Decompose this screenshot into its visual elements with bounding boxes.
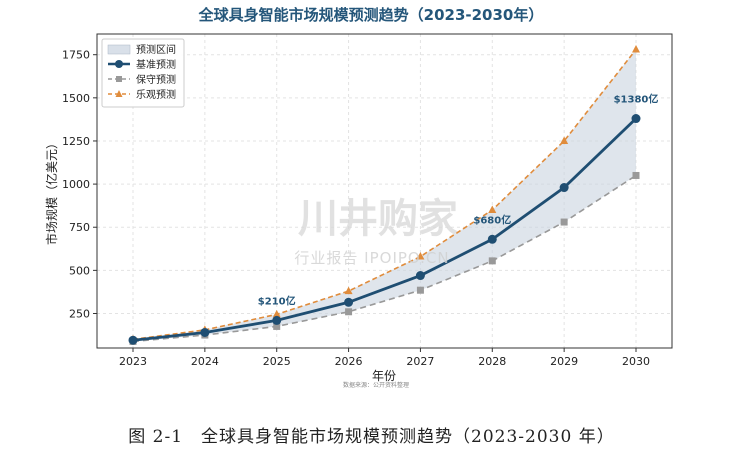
watermark-main: 川井购家 [298, 196, 458, 242]
forecast-band [133, 49, 636, 342]
figure-caption: 图 2-1 全球具身智能市场规模预测趋势（2023-2030 年） [128, 427, 615, 447]
plot-frame [96, 33, 673, 349]
series-group [128, 45, 641, 345]
baseline-point [128, 335, 138, 345]
x-axis-ticks: 2023 2024 2025 2026 2027 2028 2029 2030 [119, 348, 650, 368]
market-forecast-chart: 全球具身智能市场规模预测趋势（2023-2030年） 2023 2024 2025 2… [44, 6, 673, 389]
x-tick-label: 2026 [335, 355, 363, 368]
baseline-point [559, 183, 569, 193]
legend-marker-conservative [116, 76, 122, 82]
y-tick-label: 500 [69, 264, 90, 277]
x-tick-label: 2025 [263, 355, 291, 368]
y-tick-label: 1250 [62, 135, 90, 148]
x-tick-label: 2023 [119, 355, 147, 368]
legend-label-conservative: 保守预测 [136, 73, 176, 86]
y-tick-label: 1750 [62, 49, 90, 62]
x-tick-label: 2028 [478, 355, 506, 368]
conservative-point [632, 171, 640, 179]
data-annotation: $680亿 [473, 213, 511, 226]
x-tick-label: 2030 [622, 355, 650, 368]
y-tick-label: 1000 [62, 178, 90, 191]
legend-box [101, 38, 185, 108]
y-tick-label: 250 [69, 307, 90, 320]
baseline-point [200, 327, 210, 337]
x-tick-label: 2029 [550, 355, 578, 368]
chart-title: 全球具身智能市场规模预测趋势（2023-2030年） [198, 6, 544, 24]
data-annotation: $1380亿 [614, 93, 659, 106]
conservative-line [132, 174, 637, 343]
baseline-point [272, 315, 282, 325]
x-tick-label: 2024 [191, 355, 219, 368]
optimistic-point [488, 205, 497, 213]
legend-marker-optimistic [115, 90, 123, 97]
y-axis-label: 市场规模（亿美元） [44, 137, 59, 245]
optimistic-point [632, 45, 640, 53]
conservative-point [273, 322, 281, 330]
conservative-point [416, 286, 424, 294]
baseline-point [344, 297, 354, 307]
optimistic-point [416, 252, 425, 260]
optimistic-point [344, 286, 353, 295]
y-axis-ticks: 250 500 750 1000 1250 1500 1750 [62, 49, 97, 320]
conservative-point [488, 257, 496, 265]
baseline-point [415, 271, 425, 281]
optimistic-point [272, 309, 281, 318]
legend-marker-baseline [115, 60, 123, 68]
data-annotations: $210亿 $680亿 $1380亿 [258, 93, 659, 308]
legend-label-optimistic: 乐观预测 [136, 88, 176, 101]
x-tick-label: 2027 [406, 355, 434, 368]
baseline-point [631, 114, 641, 124]
baseline-point [487, 234, 497, 244]
y-tick-label: 750 [69, 221, 90, 234]
legend-swatch-band [107, 44, 131, 55]
watermark-sub: 行业报告 IPOIPO.CN [294, 249, 449, 267]
conservative-point [345, 308, 353, 316]
y-tick-label: 1500 [62, 92, 90, 105]
legend-label-baseline: 基准预测 [136, 58, 176, 71]
optimistic-line [132, 49, 637, 341]
legend-label-band: 预测区间 [136, 43, 176, 56]
x-axis-label: 年份 [372, 369, 396, 383]
source-note: 数据来源：公开资料整理 [343, 381, 409, 389]
baseline-line [132, 117, 637, 342]
conservative-point [560, 218, 568, 226]
data-annotation: $210亿 [258, 294, 296, 307]
forecast-band-area [133, 49, 636, 342]
optimistic-point [560, 136, 569, 144]
